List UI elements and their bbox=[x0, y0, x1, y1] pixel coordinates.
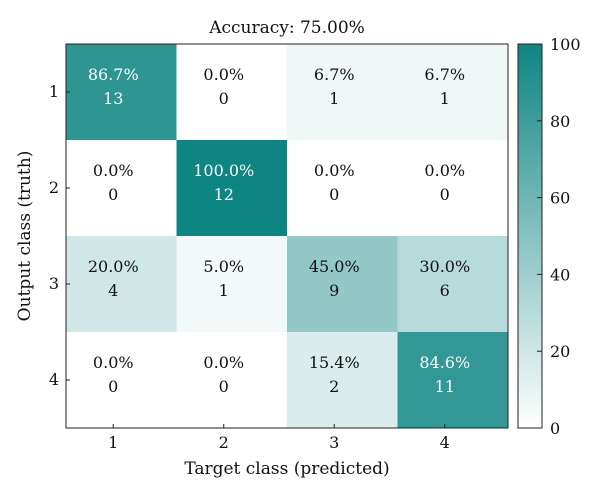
colorbar-tick-label: 40 bbox=[550, 265, 570, 284]
cell-percent-label: 86.7% bbox=[88, 65, 139, 84]
x-tick-label: 4 bbox=[440, 433, 450, 452]
cell-percent-label: 0.0% bbox=[93, 161, 134, 180]
y-tick-label: 3 bbox=[49, 274, 59, 293]
colorbar-tick-label: 0 bbox=[550, 419, 560, 438]
chart-title: Accuracy: 75.00% bbox=[208, 18, 365, 38]
cell-count-label: 1 bbox=[219, 281, 229, 300]
y-tick-label: 1 bbox=[49, 82, 59, 101]
cell-count-label: 12 bbox=[214, 185, 234, 204]
x-tick-label: 1 bbox=[108, 433, 118, 452]
heatmap-cell-r3-c3 bbox=[287, 236, 398, 333]
heatmap-cell-r2-c1 bbox=[66, 140, 177, 237]
cell-count-label: 0 bbox=[440, 185, 450, 204]
heatmap-cell-r3-c4 bbox=[398, 236, 509, 333]
y-axis-label: Output class (truth) bbox=[15, 151, 35, 322]
cell-percent-label: 6.7% bbox=[314, 65, 355, 84]
x-axis-label: Target class (predicted) bbox=[184, 459, 389, 479]
cell-count-label: 1 bbox=[440, 89, 450, 108]
cell-percent-label: 15.4% bbox=[309, 353, 360, 372]
cell-count-label: 0 bbox=[329, 185, 339, 204]
cell-percent-label: 5.0% bbox=[203, 257, 244, 276]
y-tick-label: 4 bbox=[49, 370, 59, 389]
heatmap-cell-r2-c3 bbox=[287, 140, 398, 237]
heatmap-cell-r3-c1 bbox=[66, 236, 177, 333]
cell-count-label: 4 bbox=[108, 281, 118, 300]
heatmap-cell-r4-c2 bbox=[177, 332, 288, 429]
cell-count-label: 2 bbox=[329, 377, 339, 396]
heatmap-cell-r1-c2 bbox=[177, 44, 288, 141]
cell-percent-label: 0.0% bbox=[424, 161, 465, 180]
y-tick-label: 2 bbox=[49, 178, 59, 197]
cell-count-label: 11 bbox=[435, 377, 455, 396]
heatmap-cell-r4-c3 bbox=[287, 332, 398, 429]
cell-count-label: 1 bbox=[329, 89, 339, 108]
colorbar-tick-label: 20 bbox=[550, 342, 570, 361]
colorbar-tick-label: 80 bbox=[550, 112, 570, 131]
cell-count-label: 0 bbox=[219, 89, 229, 108]
cell-percent-label: 45.0% bbox=[309, 257, 360, 276]
x-tick-label: 3 bbox=[329, 433, 339, 452]
x-tick-label: 2 bbox=[219, 433, 229, 452]
colorbar-ticks: 0 20 40 60 80 100 bbox=[537, 35, 581, 438]
cell-percent-label: 30.0% bbox=[419, 257, 470, 276]
cell-count-label: 0 bbox=[108, 377, 118, 396]
colorbar-tick-label: 100 bbox=[550, 35, 581, 54]
heatmap-cell-r3-c2 bbox=[177, 236, 288, 333]
cell-count-label: 9 bbox=[329, 281, 339, 300]
cell-percent-label: 6.7% bbox=[424, 65, 465, 84]
cell-percent-label: 84.6% bbox=[419, 353, 470, 372]
colorbar-tick-label: 60 bbox=[550, 189, 570, 208]
cell-count-label: 0 bbox=[219, 377, 229, 396]
cell-percent-label: 20.0% bbox=[88, 257, 139, 276]
colorbar bbox=[518, 44, 542, 428]
heatmap-cell-r2-c4 bbox=[398, 140, 509, 237]
cell-percent-label: 0.0% bbox=[314, 161, 355, 180]
heatmap-cell-r1-c4 bbox=[398, 44, 509, 141]
cell-percent-label: 0.0% bbox=[203, 65, 244, 84]
cell-percent-label: 0.0% bbox=[93, 353, 134, 372]
heatmap-cell-r4-c1 bbox=[66, 332, 177, 429]
cell-count-label: 6 bbox=[440, 281, 450, 300]
cell-percent-label: 0.0% bbox=[203, 353, 244, 372]
cell-count-label: 0 bbox=[108, 185, 118, 204]
cell-count-label: 13 bbox=[103, 89, 123, 108]
cell-percent-label: 100.0% bbox=[193, 161, 254, 180]
heatmap-cell-r1-c3 bbox=[287, 44, 398, 141]
